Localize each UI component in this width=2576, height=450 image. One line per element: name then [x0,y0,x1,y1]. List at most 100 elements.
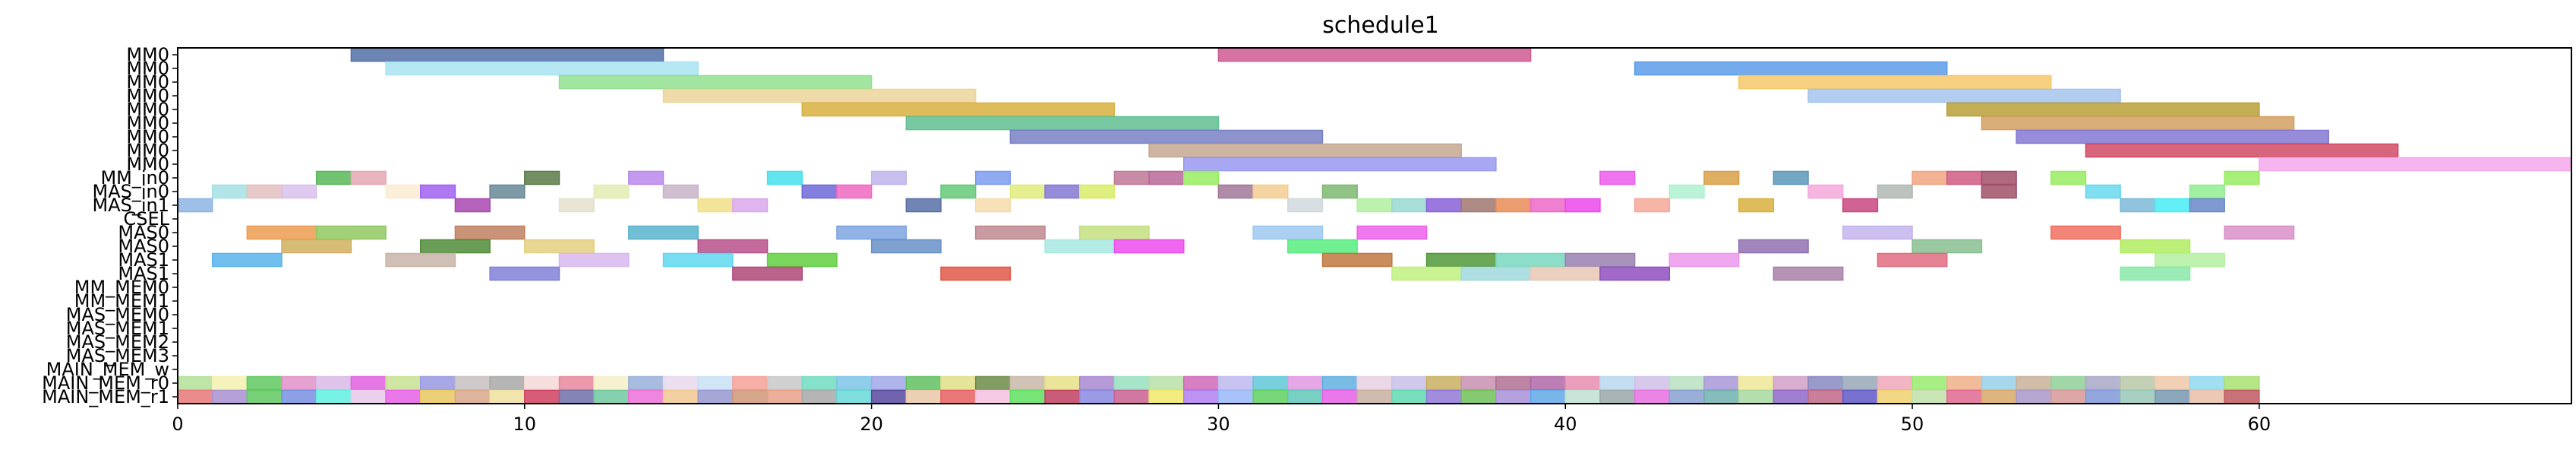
task-bar-22 [766,170,803,185]
task-bar-89 [1842,225,1913,240]
task-bar-1 [1217,47,1532,62]
mem-r0-bar-3 [281,389,317,404]
mem-r0-bar-50 [1911,389,1948,404]
task-bar-93 [420,239,491,254]
mem-w-bar-51 [1946,376,1983,391]
y-tick-label: MAS0 [118,222,169,243]
mem-w-bar-34 [1356,376,1393,391]
task-bar-78 [2155,198,2191,213]
mem-r0-bar-14 [662,389,699,404]
task-bar-11 [1981,116,2295,131]
task-bar-87 [1252,225,1324,240]
task-bar-74 [1634,198,1671,213]
task-bar-14 [1148,143,1462,158]
x-tick-label: 20 [860,414,883,435]
task-bar-28 [1599,170,1636,185]
mem-r0-bar-59 [2224,389,2260,404]
mem-w-bar-32 [1287,376,1324,391]
task-bar-90 [2050,225,2121,240]
task-bar-33 [1981,170,2017,185]
task-bar-111 [1564,252,1636,268]
y-tick-label: MM0 [126,154,169,175]
task-bar-76 [1842,198,1879,213]
x-tick-label: 30 [1207,414,1230,435]
task-bar-110 [1495,252,1566,268]
task-bar-23 [870,170,908,185]
mem-r0-bar-24 [1009,389,1046,404]
task-bar-24 [974,170,1012,185]
y-tick-label: MAS0 [118,236,169,257]
task-bar-35 [2224,170,2260,185]
y-tick-label: MM_in0 [100,167,169,189]
task-bar-85 [974,225,1046,240]
mem-r0-bar-8 [454,389,491,404]
task-bar-56 [1981,184,2017,199]
task-bar-37 [246,184,283,199]
mem-w-bar-25 [1044,376,1081,391]
mem-r0-bar-53 [2016,389,2052,404]
y-tick-label: MAS1 [118,249,169,271]
task-bar-31 [1911,170,1948,185]
mem-w-bar-4 [315,376,352,391]
task-bar-105 [558,252,630,268]
x-axis: 0 10 20 30 40 50 60 [172,404,2271,435]
task-bar-57 [2085,184,2121,199]
task-bar-39 [385,184,421,199]
mem-w-bar-11 [558,376,595,391]
mem-w-bar-23 [974,376,1012,391]
mem-r0-bar-49 [1877,389,1913,404]
task-bar-27 [1183,170,1220,185]
task-bar-18 [315,170,352,185]
mem-w-bar-5 [350,376,387,391]
task-bar-86 [1078,225,1150,240]
task-bar-44 [801,184,838,199]
task-bar-6 [662,88,977,103]
task-bar-91 [2224,225,2295,240]
task-bar-17 [2259,157,2572,172]
y-tick-label: MAS_in1 [92,195,169,216]
task-bar-32 [1946,170,1983,185]
x-tick-label: 10 [513,414,537,435]
task-bar-84 [836,225,908,240]
mem-w-bar-24 [1009,376,1046,391]
task-bar-46 [940,184,977,199]
task-bar-109 [1425,252,1497,268]
task-bar-101 [1911,239,1983,254]
task-bar-30 [1773,170,1809,185]
task-bar-83 [628,225,699,240]
y-tick-label: MAS_MEM1 [66,318,169,339]
y-tick-label: MM0 [126,58,169,79]
mem-w-bar-19 [836,376,873,391]
task-bar-116 [732,266,803,281]
mem-w-bar-37 [1460,376,1497,391]
mem-w-bar-55 [2085,376,2121,391]
mem-r0-bar-6 [385,389,421,404]
task-bar-68 [1391,198,1428,213]
mem-r0-bar-40 [1564,389,1601,404]
task-bar-19 [350,170,387,185]
mem-w-bar-39 [1530,376,1566,391]
task-bar-117 [940,266,1012,281]
y-tick-label: MM0 [126,140,169,161]
mem-w-bar-31 [1252,376,1289,391]
task-bar-48 [1044,184,1081,199]
task-bar-67 [1356,198,1393,213]
mem-r0-bar-16 [732,389,769,404]
task-bar-94 [524,239,595,254]
mem-r0-bar-21 [905,389,942,404]
task-bar-113 [1877,252,1948,268]
mem-w-bar-40 [1564,376,1601,391]
mem-w-bar-1 [211,376,248,391]
mem-w-bar-59 [2224,376,2260,391]
y-tick-label: MM_MEM0 [74,277,169,298]
task-bar-64 [905,198,942,213]
task-bar-71 [1495,198,1532,213]
task-bar-99 [1287,239,1358,254]
y-tick-label: MAS_MEM2 [66,331,169,353]
task-bar-104 [385,252,456,268]
mem-w-bar-27 [1113,376,1150,391]
task-bar-97 [1044,239,1116,254]
mem-w-bar-3 [281,376,317,391]
task-bar-112 [1668,252,1740,268]
mem-w-bar-26 [1078,376,1116,391]
